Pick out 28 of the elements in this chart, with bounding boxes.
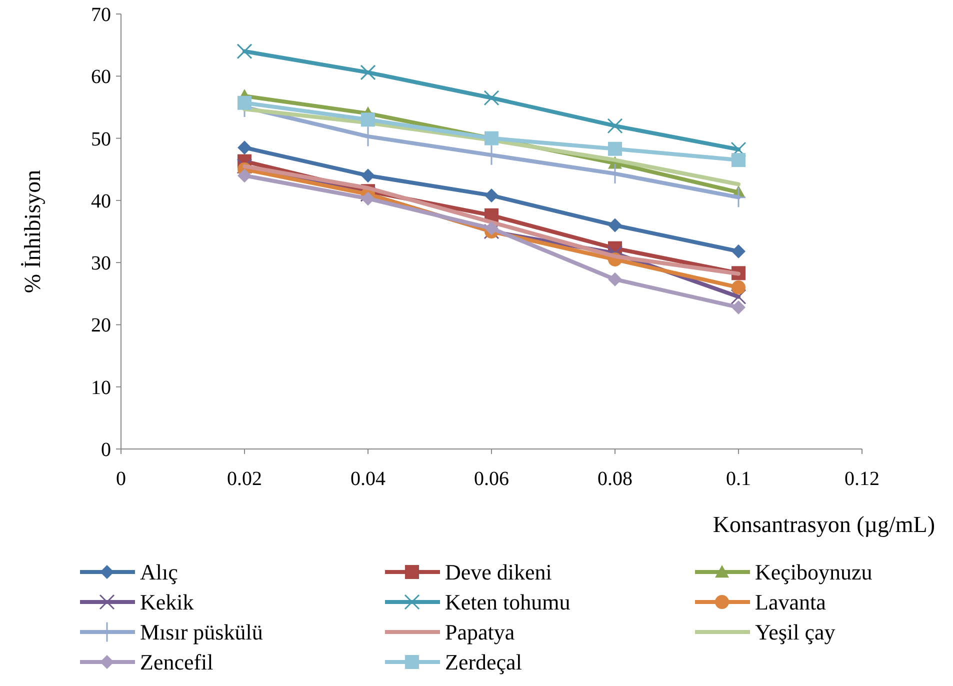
legend-label: Zencefil — [140, 650, 214, 675]
x-tick-label: 0.02 — [227, 468, 262, 490]
legend-label: Keten tohumu — [445, 590, 570, 615]
x-tick-label: 0.12 — [844, 468, 880, 490]
x-tick-label: 0.08 — [598, 468, 632, 490]
y-axis-title: % İnhibisyon — [20, 169, 45, 294]
x-tick-label: 0.1 — [726, 468, 751, 490]
legend-label: Alıç — [140, 560, 178, 585]
legend-label: Keçiboynuzu — [755, 560, 872, 585]
legend-label: Yeşil çay — [755, 620, 836, 645]
y-tick-label: 20 — [91, 314, 111, 337]
x-tick-label: 0 — [116, 468, 126, 490]
x-tick-label: 0.06 — [474, 468, 509, 490]
y-tick-label: 10 — [91, 376, 111, 399]
legend-label: Papatya — [445, 620, 515, 645]
legend-label: Zerdeçal — [445, 650, 522, 675]
y-tick-label: 0 — [101, 439, 111, 461]
legend-label: Mısır püskülü — [140, 620, 263, 645]
legend-label: Lavanta — [755, 590, 826, 615]
y-tick-label: 40 — [91, 190, 111, 212]
x-axis-title: Konsantrasyon (µg/mL) — [712, 512, 935, 537]
y-tick-label: 30 — [91, 252, 111, 275]
legend-label: Kekik — [140, 590, 194, 615]
legend-label: Deve dikeni — [445, 560, 552, 585]
y-tick-label: 50 — [91, 128, 111, 150]
x-tick-label: 0.04 — [350, 468, 386, 490]
y-tick-label: 60 — [91, 66, 111, 88]
y-tick-label: 70 — [91, 4, 111, 26]
